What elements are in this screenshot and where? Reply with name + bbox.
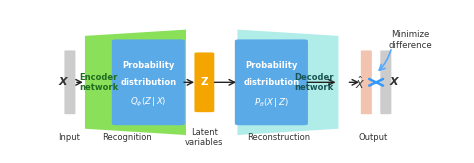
FancyBboxPatch shape [112,39,185,125]
FancyBboxPatch shape [380,50,392,114]
Polygon shape [237,30,338,135]
Text: Reconstruction: Reconstruction [247,133,310,142]
Text: Latent
variables: Latent variables [185,128,224,147]
Text: X: X [390,77,399,87]
Text: X: X [58,77,67,87]
Text: Output: Output [359,133,388,142]
FancyBboxPatch shape [235,39,308,125]
Text: $\hat{X}$: $\hat{X}$ [355,74,365,90]
Text: Minimize
difference: Minimize difference [388,30,432,50]
Text: Recognition: Recognition [102,133,152,142]
Text: Z: Z [201,77,208,87]
FancyBboxPatch shape [64,50,75,114]
Text: Probability: Probability [245,61,298,71]
FancyBboxPatch shape [361,50,372,114]
Text: Encoder
network: Encoder network [79,73,118,92]
FancyBboxPatch shape [194,52,214,112]
Polygon shape [85,30,186,135]
Text: $P_\theta(X\,|\,Z)$: $P_\theta(X\,|\,Z)$ [254,96,289,109]
Text: $Q_\phi(Z\,|\,X)$: $Q_\phi(Z\,|\,X)$ [130,96,166,109]
Text: Decoder
network: Decoder network [294,73,334,92]
Text: distribution: distribution [120,78,176,87]
Text: Probability: Probability [122,61,174,71]
Text: Input: Input [59,133,81,142]
Text: distribution: distribution [243,78,300,87]
